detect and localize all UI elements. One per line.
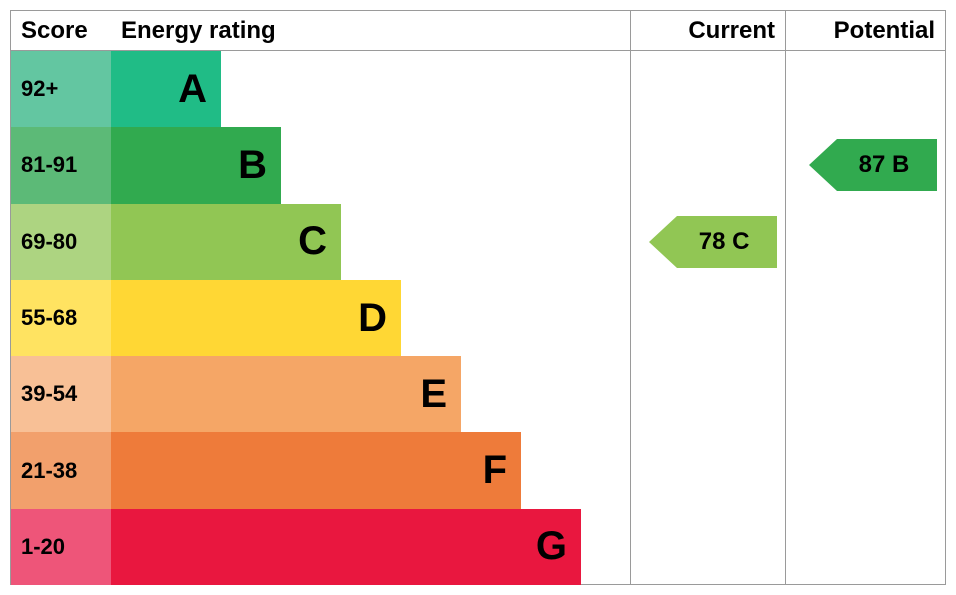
header-potential: Potential <box>785 11 945 50</box>
current-pointer-label: 78 C <box>677 216 777 268</box>
bar-a: A <box>111 51 221 127</box>
potential-pointer-wrap: 87 B <box>786 127 945 203</box>
header-score: Score <box>11 11 111 50</box>
bar-b: B <box>111 127 281 203</box>
bands-area: 92+ A 81-91 B 69-80 C 55-68 D 39-54 E 21… <box>11 51 945 585</box>
score-b: 81-91 <box>11 127 111 203</box>
band-row-f: 21-38 F <box>11 432 630 508</box>
potential-pointer-label: 87 B <box>837 139 937 191</box>
score-a: 92+ <box>11 51 111 127</box>
score-f: 21-38 <box>11 432 111 508</box>
bar-g: G <box>111 509 581 585</box>
score-c: 69-80 <box>11 204 111 280</box>
band-row-c: 69-80 C <box>11 204 630 280</box>
bar-d: D <box>111 280 401 356</box>
band-row-d: 55-68 D <box>11 280 630 356</box>
score-g: 1-20 <box>11 509 111 585</box>
potential-pointer-arrow-icon <box>809 139 837 191</box>
column-potential: 87 B <box>785 51 945 585</box>
band-row-e: 39-54 E <box>11 356 630 432</box>
header-current: Current <box>630 11 785 50</box>
bands-left: 92+ A 81-91 B 69-80 C 55-68 D 39-54 E 21… <box>11 51 630 585</box>
band-row-a: 92+ A <box>11 51 630 127</box>
band-row-g: 1-20 G <box>11 509 630 585</box>
energy-rating-chart: Score Energy rating Current Potential 92… <box>10 10 946 585</box>
potential-pointer: 87 B <box>809 139 937 191</box>
score-d: 55-68 <box>11 280 111 356</box>
bar-e: E <box>111 356 461 432</box>
bar-f: F <box>111 432 521 508</box>
header-rating: Energy rating <box>111 11 630 50</box>
column-current: 78 C <box>630 51 785 585</box>
current-pointer-wrap: 78 C <box>631 204 785 280</box>
current-pointer-arrow-icon <box>649 216 677 268</box>
bar-c: C <box>111 204 341 280</box>
band-row-b: 81-91 B <box>11 127 630 203</box>
current-pointer: 78 C <box>649 216 777 268</box>
header-row: Score Energy rating Current Potential <box>11 11 945 51</box>
score-e: 39-54 <box>11 356 111 432</box>
